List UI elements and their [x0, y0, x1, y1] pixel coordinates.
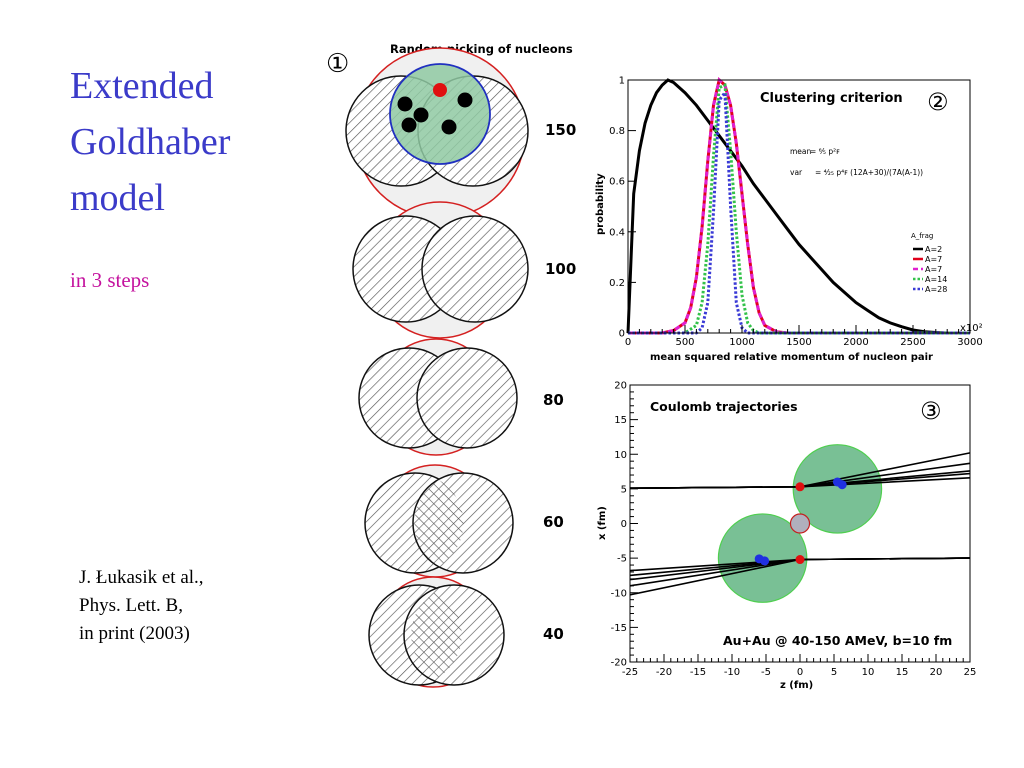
x-tick-label: -5 — [761, 667, 771, 678]
mean-formula: mean = ⁶⁄₅ p²ꜰ — [790, 147, 840, 156]
legend-label: A=14 — [925, 275, 947, 284]
overlap-diagram-panel: ① Random picking of nucleons 150 100 80 … — [326, 42, 576, 688]
y-axis-label: probability — [595, 173, 606, 235]
legend-title: A_frag — [911, 232, 933, 240]
x-tick-label: -15 — [690, 667, 706, 678]
y-tick-label: 0 — [619, 329, 625, 340]
x-tick-label: 20 — [930, 667, 943, 678]
nucleon-dot — [397, 96, 413, 112]
x-tick-label: 15 — [896, 667, 909, 678]
x-tick-label: 2500 — [900, 337, 925, 348]
title-line: Goldhaber — [70, 121, 231, 163]
plot-area — [629, 444, 971, 603]
axes: 0 500 1000 1500 2000 2500 3000 0 0.2 0.4 0.6 0.8 1 — [609, 76, 983, 349]
variance-formula: var = ⁴⁄₂₅ p⁴ꜰ (12A+30)/(7A(A-1)) — [790, 168, 923, 177]
y-tick-label: 0 — [621, 519, 627, 530]
energy-label: 150 — [545, 121, 576, 139]
nucleus — [792, 444, 883, 534]
nucleon-dot — [457, 92, 473, 108]
y-tick-label: -15 — [611, 623, 627, 634]
legend-label: A=7 — [925, 255, 942, 264]
fragment-dot — [795, 555, 805, 565]
y-tick-label: -10 — [611, 588, 627, 599]
title-line: model — [70, 177, 165, 219]
energy-label: 60 — [543, 513, 564, 531]
legend-label: A=7 — [925, 265, 942, 274]
y-tick-label: 1 — [619, 76, 625, 87]
axes: -25 -20 -15 -10 -5 0 5 10 15 20 25-20-15-10-505101… — [611, 381, 977, 679]
fragment-dot — [760, 556, 770, 566]
citation-line: Phys. Lett. B, — [79, 595, 183, 616]
overlap-diagram-150: 150 — [345, 47, 576, 219]
chart-title: Clustering criterion — [760, 91, 903, 106]
y-tick-label: 10 — [614, 450, 627, 461]
legend-label: A=28 — [925, 285, 947, 294]
fragment-dot — [795, 482, 805, 492]
clustering-chart: Clustering criterion ② mean = ⁶⁄₅ p²ꜰ va… — [590, 65, 1004, 365]
y-tick-label: 15 — [614, 415, 627, 426]
x-multiplier: x10² — [960, 323, 983, 334]
svg-text:= ⁴⁄₂₅ p⁴ꜰ (12A+30)/(7A(A-1)): = ⁴⁄₂₅ p⁴ꜰ (12A+30)/(7A(A-1)) — [815, 168, 923, 177]
nucleon-dot — [401, 117, 417, 133]
x-tick-label: 500 — [675, 337, 694, 348]
legend: A=2A=7A=7A=14A=28 — [913, 245, 947, 294]
participant-zone — [789, 513, 811, 534]
energy-label: 80 — [543, 391, 564, 409]
overlap-diagram-40: 40 — [368, 576, 564, 688]
reaction-annotation: Au+Au @ 40-150 AMeV, b=10 fm — [723, 633, 952, 648]
x-axis-label: mean squared relative momentum of nucleo… — [650, 352, 933, 363]
overlap-diagram-100: 100 — [352, 201, 576, 339]
nucleon-dot — [413, 107, 429, 123]
y-tick-label: -5 — [617, 554, 627, 565]
formula-var-label: var — [790, 168, 803, 177]
svg-text:= ⁶⁄₅ p²ꜰ: = ⁶⁄₅ p²ꜰ — [810, 147, 840, 156]
formula-mean-label: mean — [790, 147, 812, 156]
series-line-3 — [628, 82, 970, 335]
legend-label: A=2 — [925, 245, 942, 254]
x-tick-label: 10 — [862, 667, 875, 678]
citation: J. Łukasik et al., Phys. Lett. B, in pri… — [79, 564, 204, 648]
x-tick-label: -25 — [622, 667, 638, 678]
y-axis-label: x (fm) — [597, 506, 608, 540]
overlap-diagram-60: 60 — [364, 464, 564, 578]
y-tick-label: 0.8 — [609, 126, 625, 137]
x-tick-label: -20 — [656, 667, 672, 678]
step-marker: ① — [326, 49, 349, 79]
chart-title: Coulomb trajectories — [650, 399, 798, 414]
overlap-diagram-80: 80 — [358, 338, 564, 456]
y-tick-label: -20 — [611, 658, 627, 669]
y-tick-label: 0.4 — [609, 227, 625, 238]
citation-line: J. Łukasik et al., — [79, 567, 204, 588]
citation-line: in print (2003) — [79, 623, 190, 644]
title-line: Extended — [70, 65, 214, 107]
plot-area — [626, 77, 970, 335]
x-tick-label: 0 — [625, 337, 631, 348]
x-tick-label: -10 — [724, 667, 740, 678]
x-tick-label: 1000 — [729, 337, 754, 348]
x-tick-label: 3000 — [957, 337, 982, 348]
y-tick-label: 20 — [614, 381, 627, 392]
x-tick-label: 0 — [797, 667, 803, 678]
coulomb-chart: -25 -20 -15 -10 -5 0 5 10 15 20 25-20-15-10-505101… — [592, 377, 982, 690]
fragment-dot — [837, 480, 847, 490]
x-tick-label: 2000 — [843, 337, 868, 348]
x-tick-label: 5 — [831, 667, 837, 678]
x-tick-label: 1500 — [786, 337, 811, 348]
step-marker: ③ — [920, 397, 942, 425]
x-tick-label: 25 — [964, 667, 977, 678]
y-tick-label: 5 — [621, 484, 627, 495]
slide-subtitle: in 3 steps — [70, 268, 150, 292]
slide-title: Extended Goldhaber model — [70, 58, 300, 226]
step-marker: ② — [927, 88, 949, 116]
nucleon-dot-red — [433, 83, 447, 97]
energy-label: 100 — [545, 260, 576, 278]
x-axis-label: z (fm) — [780, 680, 813, 690]
y-tick-label: 0.2 — [609, 278, 625, 289]
series-line-0 — [626, 78, 970, 335]
y-tick-label: 0.6 — [609, 177, 625, 188]
energy-label: 40 — [543, 625, 564, 643]
nucleon-dot — [441, 119, 457, 135]
